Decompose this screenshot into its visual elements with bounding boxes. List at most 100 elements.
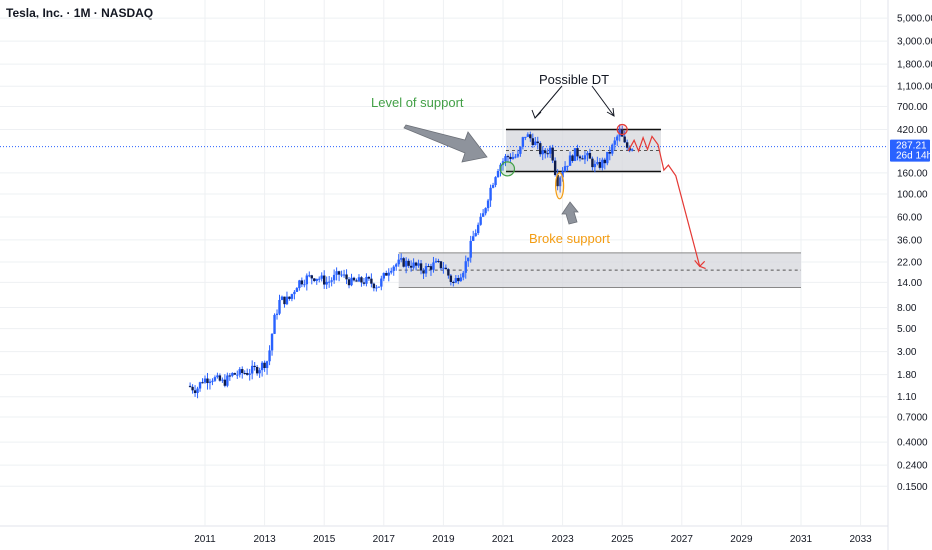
candle-body [390,270,393,273]
candle-body [454,278,458,283]
x-tick-label: 2015 [313,534,336,545]
candle-body [203,378,207,383]
candle-body [462,272,465,278]
candle-body [365,276,368,284]
candle-body [484,208,487,214]
candle-body [578,156,582,159]
candle-body [618,129,621,137]
candle-body [621,129,624,137]
candle-body [241,369,244,374]
x-tick-label: 2033 [849,534,872,545]
x-tick-label: 2019 [432,534,455,545]
candle-body [457,278,460,282]
candle-body [625,142,629,148]
x-tick-label: 2025 [611,534,634,545]
candle-body [432,262,435,270]
candle-body [591,158,594,168]
y-tick-label: 1,100.00 [897,82,932,93]
candle-body [476,224,480,234]
candle-body [315,278,318,281]
candle-body [556,174,559,187]
candle-body [424,266,428,274]
candle-body [449,275,453,283]
candle-body [469,240,472,258]
candle-body [489,187,492,201]
candle-body [576,148,579,157]
candle-body [332,274,336,281]
candle-body [568,155,572,166]
candle-body [412,262,415,268]
candle-body [320,275,323,279]
candle-body [506,156,510,158]
candle-body [511,156,515,160]
candle-body [298,280,301,289]
candle-body [300,280,304,285]
x-tick-label: 2017 [373,534,396,545]
candle-body [258,370,261,374]
candle-body [571,155,574,161]
y-tick-label: 0.2400 [897,461,928,472]
projection-arrowhead [694,259,706,268]
candle-body [573,148,577,161]
candle-body [630,149,634,151]
candle-body [246,373,249,375]
candle-body [323,275,326,285]
candle-body [479,216,482,225]
candle-body [305,275,309,285]
candle-body [561,171,564,178]
candle-body [509,156,512,160]
current-price-label: 287.21 [896,141,927,152]
candle-body [541,150,544,155]
candle-body [265,361,269,369]
dt-arrowhead-right [606,107,615,117]
candle-body [340,274,343,276]
candle-body [419,263,423,271]
candle-body [623,136,626,143]
candle-body [335,271,338,275]
candle-body [228,375,232,377]
candle-body [519,146,522,154]
x-tick-label: 2031 [790,534,813,545]
candle-body [504,156,507,162]
candle-body [377,286,381,288]
candle-body [273,314,276,334]
candle-body [452,282,455,284]
candle-body [268,350,271,362]
candle-body [243,373,246,375]
candle-body [360,277,363,283]
candle-body [407,260,410,266]
y-tick-label: 3,000.00 [897,37,932,48]
candle-body [531,138,534,146]
y-tick-label: 100.00 [897,190,928,201]
candle-body [367,276,371,279]
candle-body [447,269,450,276]
candle-body [392,266,395,271]
candle-body [253,365,256,367]
candle-body [218,375,222,381]
broke-support-marker [555,172,565,200]
candle-body [325,281,328,285]
candle-body [603,159,607,164]
candle-body [544,150,547,154]
x-tick-label: 2023 [551,534,574,545]
candle-body [551,147,554,161]
candle-body [231,373,234,376]
candle-body [439,261,443,269]
candle-body [472,236,475,241]
y-tick-label: 420.00 [897,125,928,136]
y-tick-label: 5,000.00 [897,14,932,25]
candle-body [427,266,430,268]
candle-body [581,158,584,160]
candle-body [422,270,425,274]
support-circle-marker [499,161,516,177]
x-tick-label: 2029 [730,534,753,545]
level-of-support-label: Level of support [371,95,464,110]
candle-body [601,159,604,168]
candle-body [385,273,388,276]
y-tick-label: 5.00 [897,324,917,335]
dt-arrowhead-left [531,109,542,119]
candle-body [467,257,470,262]
candle-body [350,277,353,286]
